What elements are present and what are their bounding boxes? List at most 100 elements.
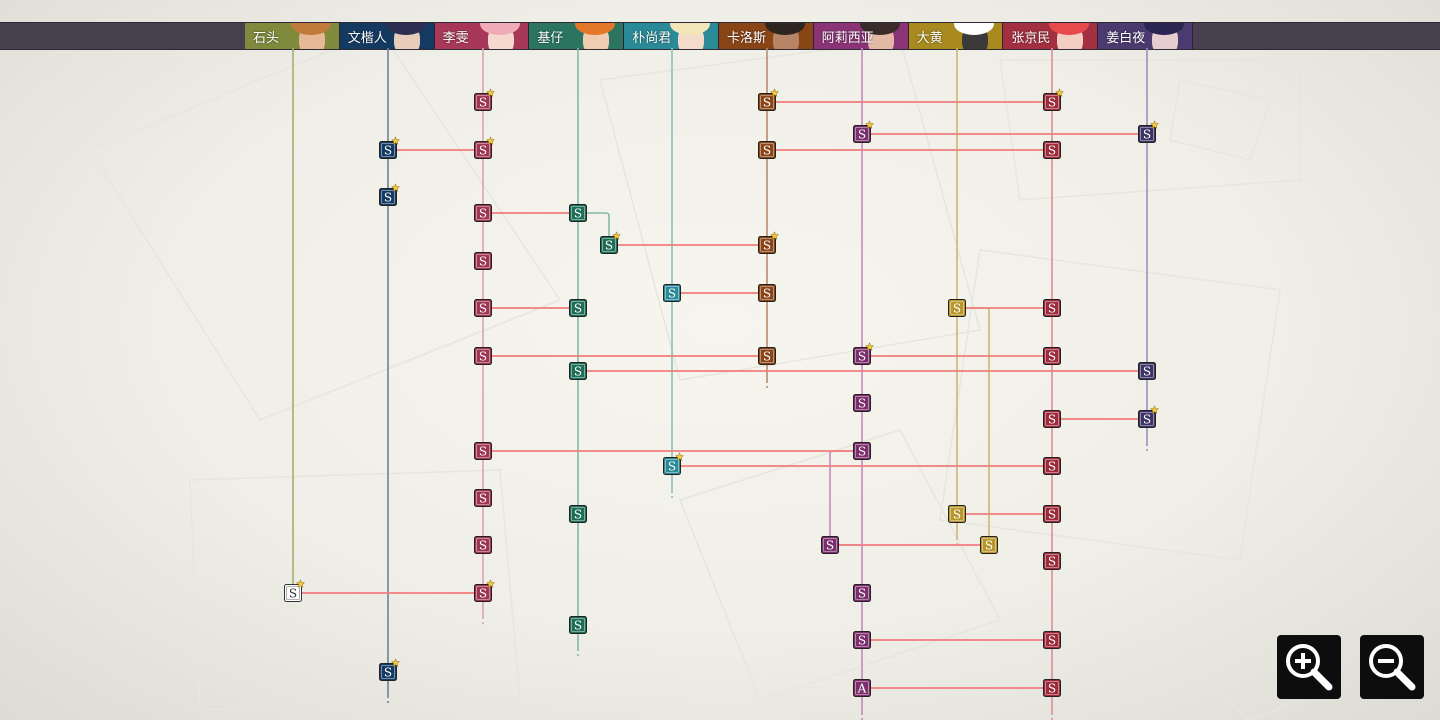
event-node-label: S — [858, 634, 866, 648]
event-node-label: S — [574, 302, 582, 316]
event-node[interactable]: S — [474, 489, 492, 507]
event-node-border — [1045, 412, 1059, 426]
character-tab-c1[interactable]: 文楷人 — [339, 23, 435, 49]
event-node-box — [600, 236, 618, 254]
event-node[interactable]: S — [758, 347, 776, 365]
event-node[interactable]: S — [474, 136, 496, 159]
event-node[interactable]: S — [569, 505, 587, 523]
event-node-label: S — [574, 619, 582, 633]
event-node[interactable]: S — [569, 299, 587, 317]
event-node-border — [982, 538, 996, 552]
event-node[interactable]: S — [474, 442, 492, 460]
character-tab-c4[interactable]: 朴尚君 — [624, 23, 719, 49]
event-node[interactable]: S — [1043, 410, 1061, 428]
event-node[interactable]: S — [853, 584, 871, 602]
event-node[interactable]: S — [980, 536, 998, 554]
event-node-box — [569, 505, 587, 523]
event-node-box — [758, 347, 776, 365]
event-node[interactable]: S — [474, 536, 492, 554]
event-node[interactable]: S — [1043, 88, 1065, 111]
event-node-label: S — [479, 255, 487, 269]
character-tab-c3[interactable]: 基仔 — [529, 23, 625, 49]
event-node[interactable]: S — [1043, 347, 1061, 365]
event-node[interactable]: S — [1043, 679, 1061, 697]
event-node[interactable]: S — [948, 505, 966, 523]
event-node[interactable]: S — [569, 204, 587, 222]
event-node[interactable]: S — [663, 284, 681, 302]
event-node[interactable]: S — [474, 88, 496, 111]
event-node[interactable]: S — [474, 252, 492, 270]
event-node[interactable]: S — [1043, 141, 1061, 159]
event-node[interactable]: S — [948, 299, 966, 317]
event-node-box — [474, 204, 492, 222]
star-icon — [769, 231, 780, 240]
character-tab-c7[interactable]: 大黄 — [908, 23, 1004, 49]
star-icon — [485, 136, 496, 145]
character-tab-c6[interactable]: 阿莉西亚 — [813, 23, 909, 49]
event-node[interactable]: S — [1138, 362, 1156, 380]
event-node-box — [284, 584, 302, 602]
event-node-box — [663, 457, 681, 475]
event-node-label: S — [826, 539, 834, 553]
event-node[interactable]: S — [1043, 299, 1061, 317]
character-name: 基仔 — [537, 31, 564, 46]
event-node-label: S — [858, 350, 866, 364]
event-node-box — [1138, 125, 1156, 143]
event-node[interactable]: S — [1043, 505, 1061, 523]
event-node[interactable]: S — [853, 631, 871, 649]
event-node-box — [758, 141, 776, 159]
event-node[interactable]: S — [474, 204, 492, 222]
character-name: 朴尚君 — [632, 31, 672, 46]
event-node[interactable]: S — [853, 394, 871, 412]
event-node[interactable]: S — [853, 442, 871, 460]
event-node-border — [476, 349, 490, 363]
event-node[interactable]: S — [474, 347, 492, 365]
event-node-label: S — [605, 239, 613, 253]
event-node[interactable]: S — [758, 88, 780, 111]
event-node[interactable]: S — [1138, 120, 1160, 143]
character-tab-c8[interactable]: 张京民 — [1003, 23, 1099, 49]
event-node[interactable]: S — [1043, 457, 1061, 475]
event-node-border — [476, 95, 490, 109]
event-node[interactable]: S — [1043, 552, 1061, 570]
star-icon — [295, 579, 306, 588]
zoom-out-button[interactable] — [1360, 635, 1424, 699]
event-node-border — [855, 681, 869, 695]
event-node[interactable]: S — [600, 231, 622, 254]
character-tab-c9[interactable]: 姜白夜 — [1098, 23, 1193, 49]
character-tab-c5[interactable]: 卡洛斯 — [719, 23, 814, 49]
event-node[interactable]: S — [821, 536, 839, 554]
event-node[interactable]: S — [853, 342, 875, 365]
event-node[interactable]: S — [474, 299, 492, 317]
event-node-label: S — [384, 144, 392, 158]
event-node-border — [1045, 301, 1059, 315]
event-node-border — [1045, 554, 1059, 568]
event-node-box — [1043, 93, 1061, 111]
event-node[interactable]: S — [663, 452, 685, 475]
event-node[interactable]: S — [1138, 405, 1160, 428]
event-node[interactable]: S — [379, 183, 401, 206]
event-node[interactable]: S — [758, 141, 776, 159]
event-node-box — [1043, 141, 1061, 159]
event-node[interactable]: S — [569, 362, 587, 380]
event-node-label: S — [985, 539, 993, 553]
event-node[interactable]: S — [474, 579, 496, 602]
event-node-box — [758, 236, 776, 254]
event-node[interactable]: A — [853, 679, 871, 697]
event-node[interactable]: S — [379, 136, 401, 159]
event-node-label: S — [1048, 634, 1056, 648]
character-tab-c2[interactable]: 李雯 — [434, 23, 530, 49]
event-node-label: S — [479, 492, 487, 506]
event-node-border — [855, 127, 869, 141]
event-node[interactable]: S — [284, 579, 306, 602]
event-node[interactable]: S — [758, 284, 776, 302]
event-node[interactable]: S — [569, 616, 587, 634]
event-node[interactable]: S — [379, 658, 401, 681]
event-node-border — [760, 286, 774, 300]
relationship-links — [293, 101, 1147, 689]
event-node[interactable]: S — [758, 231, 780, 254]
event-node[interactable]: S — [1043, 631, 1061, 649]
event-node[interactable]: S — [853, 120, 875, 143]
character-tab-c0[interactable]: 石头 — [245, 23, 340, 49]
zoom-in-button[interactable] — [1277, 635, 1341, 699]
